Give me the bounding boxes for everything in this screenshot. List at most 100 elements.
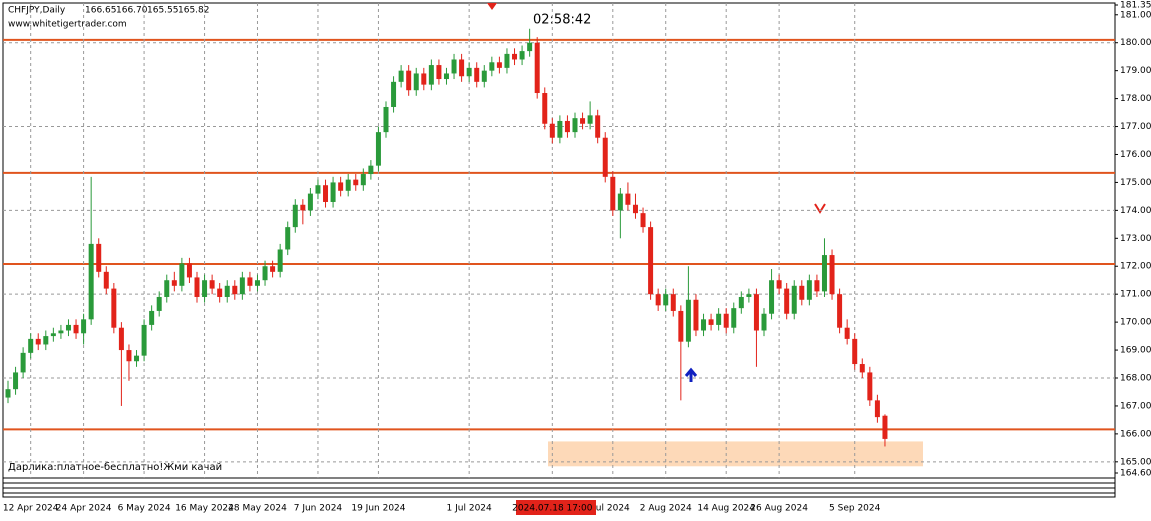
y-tick-label: 173.00	[1120, 234, 1151, 244]
candle-body	[784, 288, 790, 314]
candle-body	[527, 42, 533, 52]
candle-body	[383, 106, 389, 133]
y-tick-label: 181.00	[1120, 10, 1151, 20]
candle-body	[360, 174, 366, 186]
candle-body	[481, 70, 487, 82]
ohlc-high: 166.70	[116, 6, 148, 16]
candle-body	[753, 294, 759, 331]
candle-body	[534, 42, 540, 94]
candle-body	[202, 280, 208, 297]
candle-body	[632, 204, 638, 214]
x-tick-label: 6 May 2024	[118, 504, 171, 514]
candle-body	[474, 67, 480, 82]
candle-body	[443, 73, 449, 80]
candle-body	[617, 193, 623, 211]
candle-body	[73, 324, 79, 334]
candle-body	[648, 227, 654, 295]
candle-body	[572, 118, 578, 133]
candle-body	[685, 299, 691, 342]
candle-body	[504, 53, 510, 68]
x-tick-label: 1 Jul 2024	[447, 504, 492, 514]
candle-body	[519, 51, 525, 60]
y-tick-label: 169.00	[1120, 346, 1151, 356]
y-tick-label: 181.35	[1120, 1, 1151, 11]
watermark: www.whitetigertrader.com	[8, 20, 127, 30]
y-tick-label: 177.00	[1120, 122, 1151, 132]
y-tick-label: 171.00	[1120, 290, 1151, 300]
footer-note: Дарлика:платное-бесплатно!Жми качай	[8, 462, 222, 473]
candle-body	[50, 333, 56, 337]
candle-body	[799, 285, 805, 300]
x-tick-label: 24 Apr 2024	[56, 504, 112, 514]
candle-body	[247, 277, 253, 286]
candle-body	[164, 280, 170, 297]
candle-body	[512, 53, 518, 60]
candle-body	[43, 336, 49, 345]
candle-body	[103, 271, 109, 289]
candle-body	[277, 249, 283, 272]
candle-body	[134, 355, 140, 362]
candle-body	[640, 213, 646, 228]
candle-body	[398, 70, 404, 82]
signal-arrow	[487, 3, 497, 10]
candle-body	[867, 372, 873, 401]
x-tick-label: 16 May 2024	[175, 504, 234, 514]
candle-body	[595, 115, 601, 138]
signal-arrow	[814, 203, 826, 214]
candle-body	[466, 67, 472, 77]
candle-body	[338, 182, 344, 191]
ohlc-low: 165.55	[147, 6, 179, 16]
candle-body	[126, 350, 132, 362]
candle-body	[436, 65, 442, 80]
candle-body	[285, 227, 291, 250]
candle-body	[232, 285, 238, 295]
candle-body	[549, 123, 555, 138]
candle-body	[224, 285, 230, 297]
x-tick-label: 26 Aug 2024	[750, 504, 808, 514]
candle-body	[769, 280, 775, 314]
candle-body	[882, 415, 888, 439]
x-tick-label: 2024.07.18 17:00	[512, 504, 593, 514]
candle-body	[81, 319, 87, 334]
candle-body	[776, 280, 782, 289]
candle-body	[156, 296, 162, 311]
candle-body	[489, 62, 495, 71]
y-tick-label: 164.60	[1120, 469, 1151, 479]
candle-body	[852, 338, 858, 365]
candle-body	[375, 132, 381, 166]
x-tick-label: 5 Sep 2024	[829, 504, 881, 514]
candle-body	[292, 204, 298, 228]
candle-body	[678, 310, 684, 342]
candle-body	[194, 277, 200, 297]
candle-body	[670, 294, 676, 311]
candle-body	[13, 372, 19, 390]
x-tick-label: 28 May 2024	[228, 504, 287, 514]
candle-body	[625, 193, 631, 205]
candle-body	[111, 288, 117, 328]
y-tick-label: 179.00	[1120, 66, 1151, 76]
candle-body	[96, 243, 102, 272]
candle-body	[88, 243, 94, 320]
ohlc-open: 166.65	[85, 6, 117, 16]
candle-body	[141, 324, 147, 356]
candle-body	[874, 400, 880, 418]
candle-body	[300, 204, 306, 211]
candle-body	[353, 179, 359, 186]
candle-body	[35, 338, 41, 345]
chart-title: CHFJPY,Daily	[8, 6, 66, 16]
candle-body	[368, 165, 374, 175]
y-tick-label: 175.00	[1120, 178, 1151, 188]
candle-body	[451, 59, 457, 74]
candle-body	[610, 176, 616, 211]
candle-body	[837, 294, 843, 328]
y-tick-label: 178.00	[1120, 94, 1151, 104]
candle-body	[693, 299, 699, 331]
candle-body	[270, 266, 276, 272]
x-tick-label: ul 2024	[596, 504, 630, 514]
candle-body	[428, 65, 434, 85]
y-tick-label: 176.00	[1120, 150, 1151, 160]
x-tick-label: 14 Aug 2024	[697, 504, 755, 514]
candle-body	[323, 185, 329, 202]
candle-body	[391, 81, 397, 107]
